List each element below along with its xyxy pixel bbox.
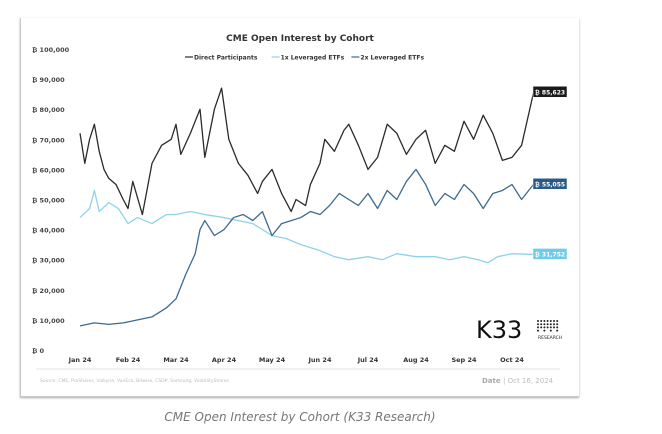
logo-dot-icon (549, 323, 552, 326)
logo-dot-icon (543, 323, 546, 326)
logo-dot-icon (553, 323, 555, 326)
end-value-label: ₿ 55,055 (535, 181, 565, 188)
y-tick-label: ₿ 70,000 (32, 136, 65, 144)
logo-dot-icon (549, 326, 552, 329)
logo-dot-icon (549, 329, 552, 332)
logo-dot-icon (543, 320, 546, 322)
end-value-badge (532, 86, 568, 98)
legend-label: Direct Participants (194, 55, 258, 62)
y-tick-label: ₿ 60,000 (32, 166, 65, 174)
x-tick-label: Jun 24 (308, 356, 332, 364)
series-line-direct-participants (79, 87, 535, 216)
chart-title: CME Open Interest by Cohort (226, 34, 374, 44)
end-value-label: ₿ 31,752 (535, 251, 565, 258)
date-label: Date (482, 377, 501, 385)
date-value: | Oct 16, 2024 (503, 377, 554, 385)
logo-dot-icon (556, 323, 559, 326)
logo-dot-icon (553, 326, 555, 329)
logo-dot-icon (537, 323, 539, 326)
logo-dot-icon (537, 320, 539, 322)
x-tick-label: May 24 (259, 356, 286, 364)
x-tick-label: Jan 24 (68, 356, 92, 364)
y-tick-label: ₿ 90,000 (32, 76, 65, 84)
legend-label: 1x Leveraged ETFs (281, 55, 345, 62)
logo-dot-icon (543, 326, 546, 329)
y-tick-label: ₿ 10,000 (32, 317, 65, 325)
y-tick-label: ₿ 20,000 (32, 287, 65, 295)
logo-dot-icon (556, 326, 559, 329)
series-line-2x-leveraged-etfs (79, 168, 535, 327)
y-tick-label: ₿ 40,000 (32, 227, 65, 235)
end-value-badge (532, 248, 568, 260)
y-tick-label: ₿ 100,000 (32, 46, 70, 54)
logo-dot-icon (537, 326, 539, 329)
logo-dot-icon (546, 323, 549, 326)
logo-dot-icon (546, 320, 549, 322)
chart-card (20, 18, 579, 397)
source-note: Source: CME, ProShares, Valkyrie, VanEck… (40, 378, 229, 384)
logo-dot-icon (543, 329, 546, 332)
logo-dot-icon (556, 320, 559, 322)
logo-dot-icon (553, 320, 555, 322)
figure-caption: CME Open Interest by Cohort (K33 Researc… (164, 410, 436, 424)
logo-dot-icon (540, 326, 543, 329)
x-tick-label: Apr 24 (212, 356, 237, 364)
logo-dot-icon (549, 320, 552, 322)
legend-label: 2x Leveraged ETFs (360, 55, 424, 62)
y-tick-label: ₿ 80,000 (32, 106, 65, 114)
k33-logo-text: K33 (476, 316, 522, 344)
x-tick-label: Sep 24 (451, 356, 477, 364)
x-tick-label: Aug 24 (403, 356, 429, 364)
y-tick-label: ₿ 0 (32, 347, 45, 355)
logo-dot-icon (540, 323, 543, 326)
logo-dot-icon (537, 329, 539, 332)
x-tick-label: Feb 24 (116, 356, 141, 364)
y-tick-label: ₿ 50,000 (32, 197, 65, 205)
end-value-badge (532, 178, 568, 190)
logo-dot-icon (540, 320, 543, 322)
logo-dot-icon (546, 326, 549, 329)
x-tick-label: Mar 24 (163, 356, 189, 364)
x-tick-label: Oct 24 (500, 356, 524, 364)
logo-subtext: RESEARCH (538, 335, 562, 341)
logo-dot-icon (556, 329, 559, 332)
y-tick-label: ₿ 30,000 (32, 257, 65, 265)
x-tick-label: Jul 24 (357, 356, 379, 364)
end-value-label: ₿ 85,623 (535, 89, 565, 96)
